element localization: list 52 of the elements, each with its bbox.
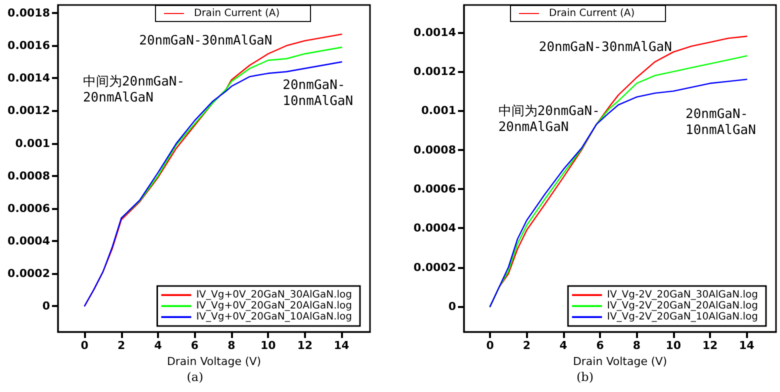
y-tick-label: 0.0002 [8, 266, 50, 280]
x-axis-title: Drain Voltage (V) [166, 354, 262, 368]
legend-label: IV_Vg-2V_20GaN_30AlGaN.log [607, 290, 758, 300]
annotation: 20nmGaN-30nmAlGaN [538, 40, 672, 56]
x-tick-label: 10 [260, 339, 276, 352]
y-tick-label: 0.0002 [414, 260, 456, 274]
x-tick-label: 14 [739, 339, 755, 352]
x-tick-label: 8 [228, 339, 236, 352]
x-tick-label: 6 [596, 339, 604, 352]
y-tick-label: 0.0004 [414, 222, 456, 235]
legend-label: IV_Vg+0V_20GaN_10AlGaN.log [196, 312, 352, 322]
y-tick-label: 0.0012 [414, 65, 456, 78]
y-tick-label: 0.0008 [414, 143, 456, 156]
annotation: 20nmGaN-30nmAlGaN [139, 33, 272, 48]
y-tick-label: 0.0012 [8, 104, 50, 118]
y-tick-label: 0.0014 [8, 72, 50, 85]
annotation: 20nmGaN- 10nmAlGaN [282, 78, 354, 109]
text: (b) [576, 370, 594, 384]
x-tick-label: 12 [702, 339, 718, 352]
y-tick-label: 0.0018 [8, 6, 50, 20]
y-tick-label: 0.001 [15, 136, 50, 150]
y-axis-title: Drain Current (A) [549, 8, 635, 19]
text: (a) [186, 370, 204, 384]
y-tick-label: 0.001 [421, 104, 456, 118]
x-tick-label: 0 [80, 339, 89, 352]
legend-label: IV_Vg-2V_20GaN_20AlGaN.log [607, 300, 758, 312]
x-tick-label: 10 [666, 339, 682, 352]
y-axis-title: Drain Current (A) [194, 8, 280, 19]
annotation: 中间为20nmGaN- 20nmAlGaN [82, 74, 185, 106]
x-tick-label: 8 [632, 339, 641, 352]
x-tick-label: 4 [560, 339, 568, 352]
x-tick-label: 2 [522, 339, 531, 352]
x-tick-label: 12 [297, 339, 313, 352]
legend-label: IV_Vg-2V_20GaN_10AlGaN.log [607, 312, 758, 322]
y-tick-label: 0 [42, 299, 50, 312]
y-tick-label: 0.0016 [8, 39, 50, 52]
x-tick-label: 4 [154, 339, 162, 352]
x-tick-label: 6 [190, 339, 199, 352]
y-tick-label: 0 [448, 300, 456, 314]
y-tick-label: 0.0006 [8, 202, 50, 215]
x-tick-label: 14 [334, 339, 350, 352]
y-tick-label: 0.0004 [8, 234, 50, 248]
annotation: 中间为20nmGaN- 20nmAlGaN [498, 104, 600, 135]
legend-label: IV_Vg+0V_20GaN_30AlGaN.log [196, 290, 352, 300]
x-tick-label: 0 [486, 339, 494, 352]
y-tick-label: 0.0008 [8, 169, 50, 182]
legend-label: IV_Vg+0V_20GaN_20AlGaN.log [196, 300, 352, 312]
y-tick-label: 0.0014 [414, 26, 456, 39]
annotation: 20nmGaN- 10nmAlGaN [686, 107, 756, 138]
x-tick-label: 2 [117, 339, 126, 352]
x-axis-title: Drain Voltage (V) [572, 354, 668, 368]
y-tick-label: 0.0006 [414, 182, 456, 196]
